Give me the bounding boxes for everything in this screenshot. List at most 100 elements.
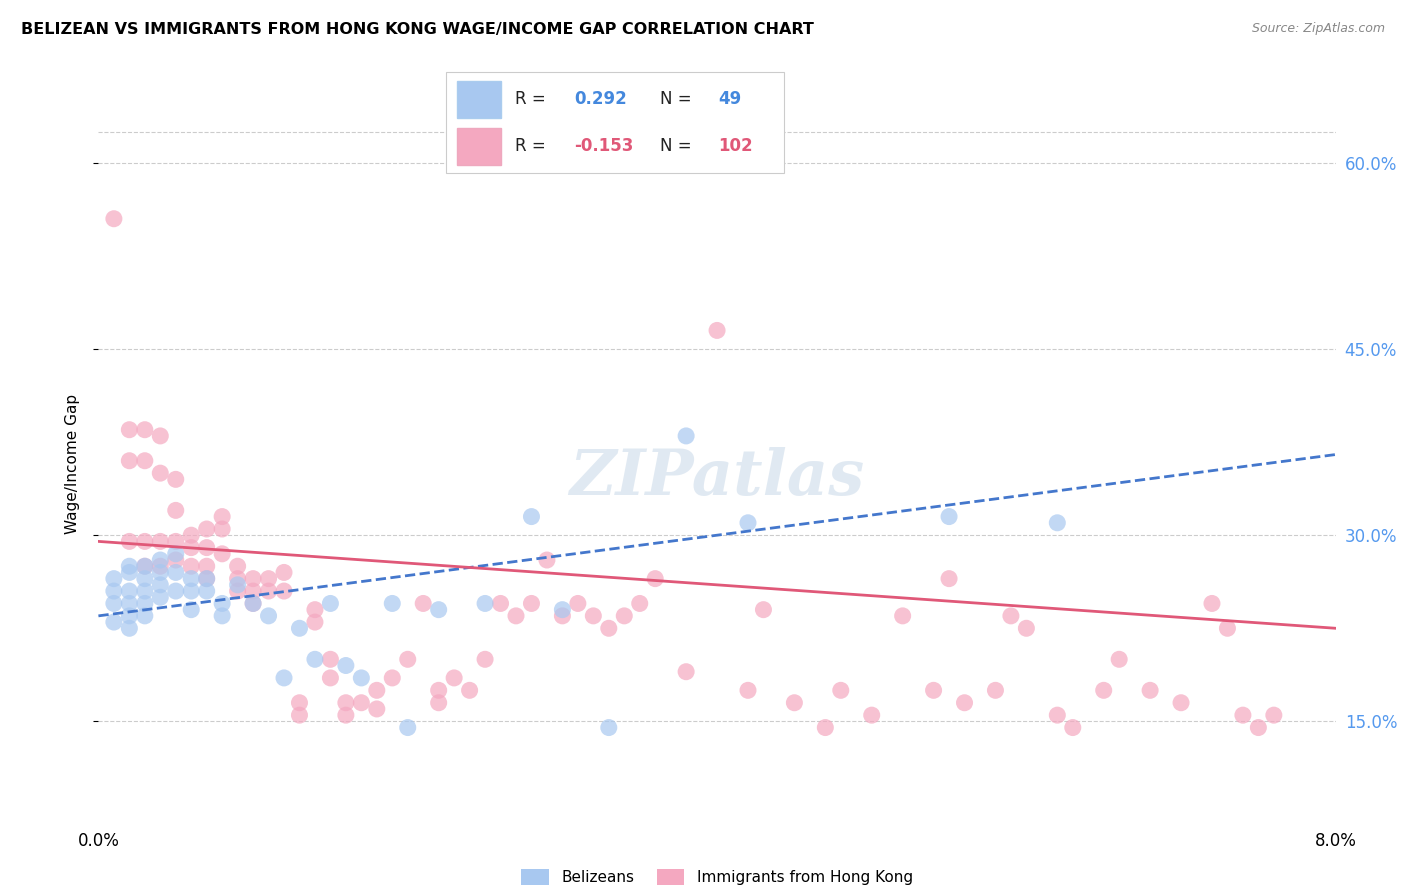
Point (165, 566, 187, 580)
Y-axis label: Wage/Income Gap: Wage/Income Gap (65, 393, 80, 534)
Point (551, 602, 574, 616)
FancyBboxPatch shape (457, 128, 502, 165)
Point (180, 528, 202, 542)
Point (134, 454, 156, 468)
Point (195, 572, 218, 586)
Point (505, 608, 527, 623)
Point (195, 522, 218, 536)
Text: Source: ZipAtlas.com: Source: ZipAtlas.com (1251, 22, 1385, 36)
Point (118, 566, 141, 580)
Point (211, 509, 233, 524)
Point (613, 608, 636, 623)
Text: R =: R = (515, 90, 551, 108)
Point (335, 708, 357, 723)
Point (257, 572, 280, 586)
Text: -0.153: -0.153 (574, 137, 633, 155)
Point (752, 602, 775, 616)
Point (1000, 608, 1022, 623)
Point (180, 541, 202, 555)
Point (737, 683, 759, 698)
Text: N =: N = (659, 90, 697, 108)
Point (165, 584, 187, 599)
Point (335, 658, 357, 673)
Point (474, 597, 496, 611)
Point (1216, 621, 1239, 635)
Point (458, 683, 481, 698)
Point (953, 696, 976, 710)
Point (443, 671, 465, 685)
Point (149, 566, 172, 580)
Point (366, 683, 388, 698)
Point (273, 671, 295, 685)
Point (134, 608, 156, 623)
Legend: Belizeans, Immigrants from Hong Kong: Belizeans, Immigrants from Hong Kong (515, 863, 920, 891)
Point (1139, 683, 1161, 698)
Point (118, 621, 141, 635)
Point (381, 671, 404, 685)
Point (598, 621, 620, 635)
Point (103, 211, 125, 226)
Point (938, 572, 960, 586)
Point (242, 597, 264, 611)
FancyBboxPatch shape (446, 72, 785, 173)
Point (165, 534, 187, 549)
Point (814, 721, 837, 735)
Point (165, 547, 187, 561)
Point (304, 615, 326, 629)
Point (675, 429, 697, 443)
Point (938, 509, 960, 524)
Point (1046, 708, 1069, 723)
Point (1015, 621, 1038, 635)
Point (1046, 516, 1069, 530)
Point (427, 602, 450, 616)
Text: R =: R = (515, 137, 551, 155)
Point (165, 472, 187, 486)
Point (984, 683, 1007, 698)
Point (830, 683, 852, 698)
Point (211, 522, 233, 536)
Point (180, 572, 202, 586)
Point (396, 721, 419, 735)
Point (1062, 721, 1084, 735)
Point (551, 608, 574, 623)
Point (211, 597, 233, 611)
Point (134, 423, 156, 437)
Point (103, 572, 125, 586)
Point (567, 597, 589, 611)
Point (226, 584, 249, 599)
Text: 49: 49 (718, 90, 742, 108)
Point (783, 696, 806, 710)
Point (149, 559, 172, 574)
Point (103, 584, 125, 599)
Text: 0.292: 0.292 (574, 90, 627, 108)
Point (536, 553, 558, 567)
Point (396, 652, 419, 666)
Point (103, 597, 125, 611)
Point (412, 597, 434, 611)
Point (257, 584, 280, 599)
Point (675, 665, 697, 679)
Point (1263, 708, 1285, 723)
Point (319, 597, 342, 611)
Text: BELIZEAN VS IMMIGRANTS FROM HONG KONG WAGE/INCOME GAP CORRELATION CHART: BELIZEAN VS IMMIGRANTS FROM HONG KONG WA… (21, 22, 814, 37)
Point (211, 608, 233, 623)
Point (520, 597, 543, 611)
Point (103, 615, 125, 629)
Point (242, 597, 264, 611)
Point (134, 597, 156, 611)
Point (427, 683, 450, 698)
Point (118, 608, 141, 623)
Point (195, 541, 218, 555)
Point (706, 323, 728, 337)
Point (134, 559, 156, 574)
Point (134, 584, 156, 599)
Point (195, 572, 218, 586)
Point (118, 534, 141, 549)
Point (1170, 696, 1192, 710)
Point (304, 602, 326, 616)
Point (520, 509, 543, 524)
Point (149, 429, 172, 443)
Point (288, 621, 311, 635)
Point (226, 572, 249, 586)
Point (860, 708, 883, 723)
